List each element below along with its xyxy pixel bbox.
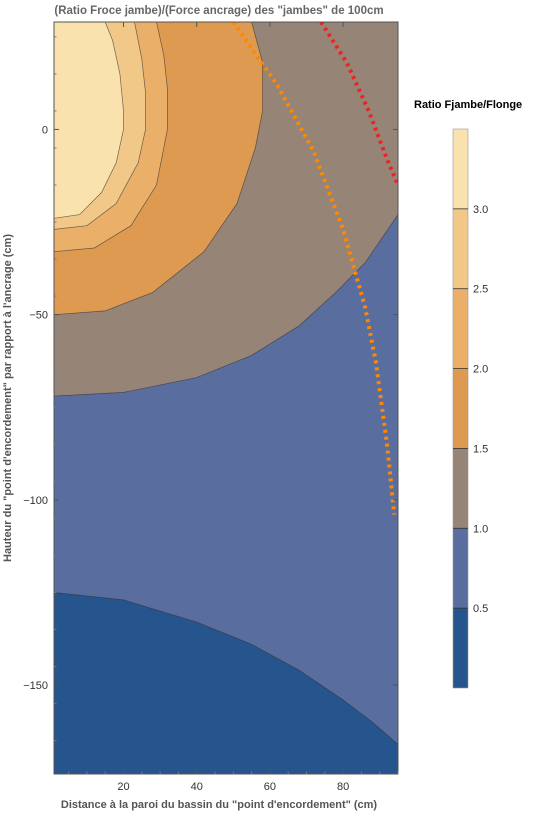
dotted-curves	[231, 22, 398, 515]
legend-color-bar	[452, 128, 469, 689]
legend-swatch	[453, 288, 468, 369]
x-axis-label: Distance à la paroi du bassin du "point …	[61, 799, 378, 811]
x-tick-label: 60	[264, 781, 276, 793]
legend: Ratio Fjambe/Flonge 3.0 2.5 2.0 1.5 1.0 0.5	[414, 99, 522, 689]
legend-swatch	[453, 129, 468, 209]
y-tick-label: −50	[29, 310, 48, 322]
legend-ticks: 3.0 2.5 2.0 1.5 1.0 0.5	[453, 204, 488, 615]
legend-swatch	[453, 528, 468, 609]
y-axis-ticks: 0 −50 −100 −150	[23, 36, 398, 742]
contour-band-3	[54, 22, 124, 219]
legend-swatch	[453, 448, 468, 529]
y-tick-label: −150	[23, 680, 48, 692]
legend-title: Ratio Fjambe/Flonge	[414, 99, 522, 111]
legend-tick-label: 1.0	[473, 523, 488, 535]
chart-title: (Ratio Froce jambe)/(Force ancrage) des …	[54, 5, 383, 17]
x-tick-label: 20	[117, 781, 129, 793]
legend-tick-label: 3.0	[473, 204, 488, 216]
contour-line-1	[54, 214, 398, 397]
y-tick-label: −100	[23, 495, 48, 507]
legend-swatch	[453, 208, 468, 289]
legend-tick-label: 0.5	[473, 603, 488, 615]
x-axis-ticks: 20 40 60 80	[68, 22, 399, 793]
legend-frame	[452, 128, 469, 689]
legend-swatch	[453, 608, 468, 688]
plot-area	[54, 22, 398, 774]
contour-line-2	[54, 22, 168, 253]
contour-line-3	[54, 22, 124, 219]
dotted-curve-2	[319, 22, 398, 186]
contour-lines	[54, 22, 398, 745]
dotted-curve-1	[231, 22, 397, 515]
legend-tick-label: 2.0	[473, 364, 488, 376]
contour-line-2.5	[54, 22, 146, 230]
contour-line-1.5	[54, 22, 263, 316]
x-tick-label: 80	[337, 781, 349, 793]
contour-bands	[54, 22, 398, 745]
legend-tick-label: 1.5	[473, 443, 488, 455]
y-axis-label: Hauteur du "point d'encordement" par rap…	[2, 234, 14, 562]
legend-tick-label: 2.5	[473, 284, 488, 296]
x-tick-label: 40	[191, 781, 203, 793]
legend-swatch	[453, 368, 468, 449]
y-tick-label: 0	[42, 124, 48, 136]
contour-line-0.5	[54, 592, 398, 745]
plot-frame	[53, 21, 399, 775]
